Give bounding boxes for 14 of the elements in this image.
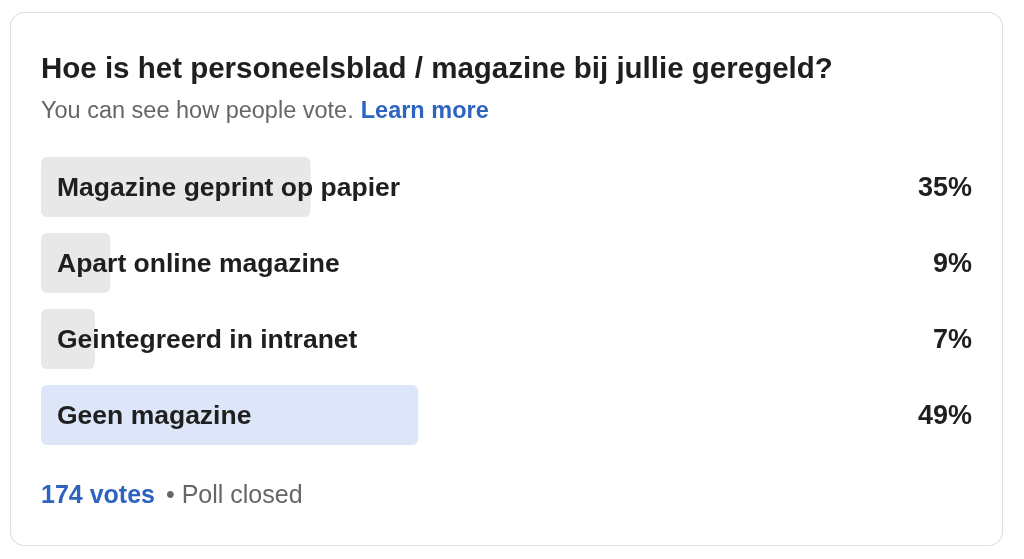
text: Learn more [360, 97, 489, 123]
y-tick-label: Geintegreerd in intranet [57, 324, 358, 355]
chart-subtitle: You can see how people vote. [41, 97, 354, 123]
data-label: 35% [917, 172, 972, 203]
text: • Poll closed [165, 480, 303, 508]
data-label: 9% [932, 248, 972, 279]
y-tick-label: Apart online magazine [57, 248, 340, 279]
text: 174 votes [41, 480, 155, 508]
data-label: 7% [932, 324, 972, 355]
chart-title: Hoe is het personeelsblad / magazine bij jullie geregeld? [41, 51, 833, 84]
bar [41, 385, 419, 445]
y-tick-label: Geen magazine [57, 400, 252, 431]
y-tick-label: Magazine geprint op papier [57, 172, 401, 203]
data-label: 49% [917, 400, 972, 431]
